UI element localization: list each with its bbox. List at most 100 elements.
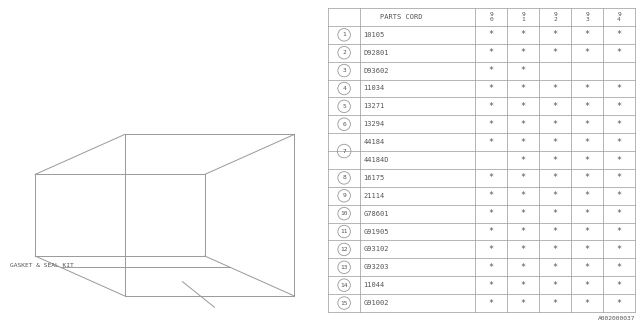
- Text: *: *: [584, 263, 589, 272]
- Text: *: *: [521, 120, 525, 129]
- Text: *: *: [489, 66, 494, 75]
- Text: *: *: [521, 299, 525, 308]
- Text: 9: 9: [554, 12, 557, 17]
- Text: *: *: [584, 191, 589, 200]
- Text: 9: 9: [342, 193, 346, 198]
- Text: *: *: [616, 102, 621, 111]
- Text: *: *: [489, 191, 494, 200]
- Text: *: *: [616, 120, 621, 129]
- Text: *: *: [553, 156, 557, 164]
- Text: *: *: [489, 173, 494, 182]
- Text: 1: 1: [522, 17, 525, 22]
- Text: *: *: [616, 156, 621, 164]
- Text: 9: 9: [617, 12, 621, 17]
- Text: *: *: [584, 48, 589, 57]
- Text: *: *: [489, 120, 494, 129]
- Text: 7: 7: [342, 148, 346, 154]
- Text: *: *: [553, 120, 557, 129]
- Text: *: *: [616, 245, 621, 254]
- Text: 2: 2: [554, 17, 557, 22]
- Text: 10: 10: [340, 211, 348, 216]
- Text: *: *: [489, 227, 494, 236]
- Text: *: *: [616, 173, 621, 182]
- Text: 2: 2: [342, 50, 346, 55]
- Text: *: *: [521, 209, 525, 218]
- Text: 9: 9: [585, 12, 589, 17]
- Text: 15: 15: [340, 300, 348, 306]
- Text: A002000037: A002000037: [598, 316, 635, 320]
- Text: 0: 0: [490, 17, 493, 22]
- Text: 3: 3: [585, 17, 589, 22]
- Text: G78601: G78601: [364, 211, 388, 217]
- Text: *: *: [584, 209, 589, 218]
- Text: *: *: [521, 191, 525, 200]
- Text: *: *: [553, 173, 557, 182]
- Text: *: *: [521, 138, 525, 147]
- Text: *: *: [584, 102, 589, 111]
- Text: *: *: [553, 84, 557, 93]
- Text: 3: 3: [342, 68, 346, 73]
- Text: *: *: [489, 263, 494, 272]
- Text: *: *: [521, 102, 525, 111]
- Text: *: *: [553, 191, 557, 200]
- Text: 11044: 11044: [364, 282, 385, 288]
- Text: 11034: 11034: [364, 85, 385, 92]
- Text: *: *: [489, 84, 494, 93]
- Text: *: *: [489, 209, 494, 218]
- Text: *: *: [553, 209, 557, 218]
- Text: 44184D: 44184D: [364, 157, 388, 163]
- Text: *: *: [584, 138, 589, 147]
- Text: G91002: G91002: [364, 300, 388, 306]
- Text: *: *: [584, 281, 589, 290]
- Text: *: *: [521, 84, 525, 93]
- Text: *: *: [489, 30, 494, 39]
- Text: 13294: 13294: [364, 121, 385, 127]
- Text: *: *: [553, 299, 557, 308]
- Text: 14: 14: [340, 283, 348, 288]
- Text: *: *: [521, 173, 525, 182]
- Text: *: *: [616, 263, 621, 272]
- Text: *: *: [521, 156, 525, 164]
- Text: *: *: [616, 227, 621, 236]
- Text: *: *: [521, 66, 525, 75]
- Text: 4: 4: [617, 17, 621, 22]
- Text: *: *: [553, 263, 557, 272]
- Text: *: *: [616, 30, 621, 39]
- Text: 4: 4: [342, 86, 346, 91]
- Text: *: *: [616, 281, 621, 290]
- Text: 6: 6: [342, 122, 346, 127]
- Text: GASKET & SEAL KIT: GASKET & SEAL KIT: [10, 263, 74, 268]
- Text: *: *: [521, 48, 525, 57]
- Text: *: *: [553, 48, 557, 57]
- Text: *: *: [616, 191, 621, 200]
- Text: *: *: [616, 209, 621, 218]
- Text: *: *: [521, 263, 525, 272]
- Text: *: *: [584, 299, 589, 308]
- Text: *: *: [553, 245, 557, 254]
- Text: *: *: [553, 102, 557, 111]
- Text: 1: 1: [342, 32, 346, 37]
- Text: *: *: [553, 227, 557, 236]
- Text: *: *: [489, 281, 494, 290]
- Text: *: *: [521, 245, 525, 254]
- Text: D92801: D92801: [364, 50, 388, 56]
- Text: 13271: 13271: [364, 103, 385, 109]
- Text: *: *: [616, 84, 621, 93]
- Text: G93203: G93203: [364, 264, 388, 270]
- Text: 9: 9: [490, 12, 493, 17]
- Text: 8: 8: [342, 175, 346, 180]
- Text: *: *: [553, 30, 557, 39]
- Text: 12: 12: [340, 247, 348, 252]
- Text: D93602: D93602: [364, 68, 388, 74]
- Text: *: *: [584, 120, 589, 129]
- Text: *: *: [584, 30, 589, 39]
- Text: *: *: [584, 156, 589, 164]
- Text: *: *: [584, 245, 589, 254]
- Text: 11: 11: [340, 229, 348, 234]
- Text: *: *: [584, 173, 589, 182]
- Text: 9: 9: [522, 12, 525, 17]
- Text: *: *: [521, 30, 525, 39]
- Text: *: *: [553, 281, 557, 290]
- Text: *: *: [489, 102, 494, 111]
- Text: *: *: [553, 138, 557, 147]
